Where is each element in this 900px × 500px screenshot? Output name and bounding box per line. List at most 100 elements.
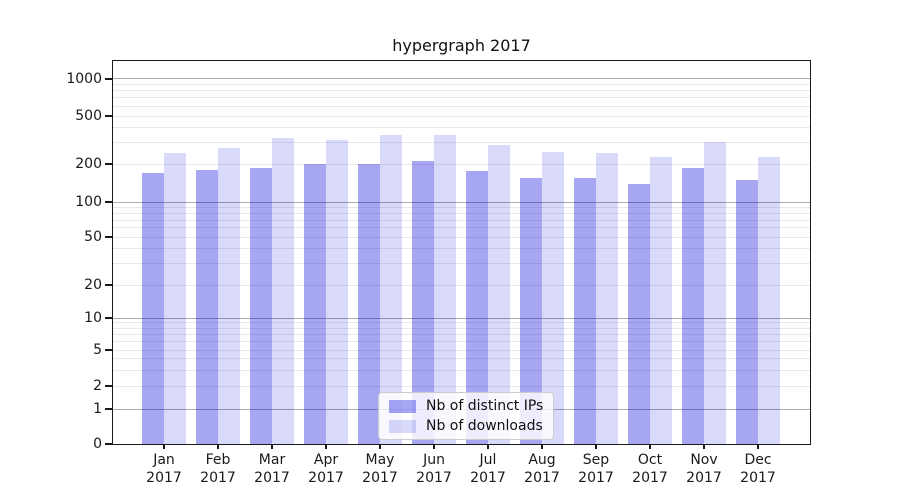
bar-feb-distinct-ips	[196, 169, 218, 444]
chart-title: hypergraph 2017	[392, 36, 531, 55]
y-tick-label: 2	[93, 378, 102, 394]
x-tick-month: Feb	[205, 452, 231, 468]
x-tick-year: 2017	[146, 470, 182, 486]
x-tick-year: 2017	[308, 470, 344, 486]
x-tick-year: 2017	[254, 470, 290, 486]
legend-label-distinct-ips: Nb of distinct IPs	[426, 398, 544, 414]
gridline-minor	[113, 333, 810, 335]
gridline-minor	[113, 322, 810, 324]
bar-apr-downloads	[326, 140, 348, 444]
bar-may-downloads	[380, 135, 402, 444]
legend-entry-downloads: Nb of downloads	[389, 418, 543, 434]
x-tick-month: Jan	[153, 452, 175, 468]
y-tick-label: 20	[84, 277, 102, 293]
x-tick-mark	[163, 444, 165, 449]
x-tick-label: Dec 2017	[728, 451, 788, 487]
bar-mar-downloads	[272, 137, 294, 444]
gridline-minor	[113, 248, 810, 250]
bar-jan-downloads	[164, 153, 186, 444]
x-tick-month: Oct	[637, 452, 663, 468]
legend-swatch-downloads-icon	[389, 419, 416, 433]
x-tick-label: Mar 2017	[242, 451, 302, 487]
y-tick-mark	[105, 349, 112, 351]
bar-sep-distinct-ips	[574, 177, 596, 444]
bar-dec-distinct-ips	[736, 179, 758, 444]
gridline-major	[113, 78, 810, 79]
x-tick-year: 2017	[470, 470, 506, 486]
x-tick-label: Jan 2017	[134, 451, 194, 487]
gridline-minor	[113, 236, 810, 238]
gridline-minor	[113, 284, 810, 286]
bar-oct-downloads	[650, 156, 672, 444]
x-tick-mark	[595, 444, 597, 449]
gridline-minor	[113, 219, 810, 221]
bar-apr-distinct-ips	[304, 164, 326, 444]
gridline-minor	[113, 142, 810, 144]
y-tick-mark	[105, 284, 112, 286]
x-tick-mark	[325, 444, 327, 449]
x-tick-mark	[757, 444, 759, 449]
x-tick-month: May	[365, 452, 395, 468]
gridline-minor	[113, 327, 810, 329]
y-tick-mark	[105, 236, 112, 238]
y-tick-label: 0	[93, 436, 102, 452]
bar-nov-distinct-ips	[682, 168, 704, 444]
gridline-major	[113, 201, 810, 203]
bar-mar-distinct-ips	[250, 168, 272, 444]
x-tick-label: Apr 2017	[296, 451, 356, 487]
x-tick-label: Jun 2017	[404, 451, 464, 487]
y-tick-mark	[105, 163, 112, 165]
x-tick-mark	[433, 444, 435, 449]
y-tick-mark	[105, 77, 112, 80]
x-tick-label: Sep 2017	[566, 451, 626, 487]
y-tick-label: 100	[75, 194, 102, 210]
gridline-minor	[113, 83, 810, 85]
plot-area	[113, 61, 810, 444]
x-tick-mark	[217, 444, 219, 449]
x-tick-year: 2017	[524, 470, 560, 486]
gridline-minor	[113, 90, 810, 92]
x-tick-mark	[271, 444, 273, 449]
x-tick-month: Apr	[313, 452, 339, 468]
y-tick-mark	[105, 201, 112, 203]
gridline-minor	[113, 369, 810, 371]
bar-jun-downloads	[434, 134, 456, 444]
x-tick-label: Oct 2017	[620, 451, 680, 487]
gridline-minor	[113, 206, 810, 208]
legend: Nb of distinct IPs Nb of downloads	[378, 392, 555, 440]
legend-swatch-distinct-ips-icon	[389, 399, 416, 413]
y-tick-label: 1	[93, 401, 102, 417]
x-tick-month: Jul	[479, 452, 497, 468]
bar-aug-downloads	[542, 152, 564, 444]
x-tick-mark	[541, 444, 543, 449]
gridline-minor	[113, 105, 810, 107]
x-tick-mark	[649, 444, 651, 449]
y-tick-mark	[105, 408, 112, 410]
x-tick-month: Sep	[582, 452, 610, 468]
x-tick-label: Jul 2017	[458, 451, 518, 487]
x-tick-month: Dec	[744, 452, 772, 468]
y-tick-mark	[105, 317, 112, 319]
y-tick-mark	[105, 115, 112, 117]
bar-jul-distinct-ips	[466, 171, 488, 444]
x-tick-mark	[703, 444, 705, 449]
x-tick-label: Aug 2017	[512, 451, 572, 487]
bar-feb-downloads	[218, 148, 240, 444]
bar-sep-downloads	[596, 153, 618, 444]
gridline-minor	[113, 212, 810, 214]
x-tick-year: 2017	[416, 470, 452, 486]
bar-may-distinct-ips	[358, 164, 380, 444]
bar-jun-distinct-ips	[412, 161, 434, 444]
x-tick-label: Nov 2017	[674, 451, 734, 487]
x-tick-year: 2017	[686, 470, 722, 486]
y-tick-label: 1000	[66, 70, 102, 87]
x-tick-label: Feb 2017	[188, 451, 248, 487]
bar-dec-downloads	[758, 157, 780, 444]
bar-jul-downloads	[488, 144, 510, 444]
bar-oct-distinct-ips	[628, 183, 650, 444]
gridline-minor	[113, 385, 810, 387]
gridline-minor	[113, 163, 810, 165]
gridline-minor	[113, 227, 810, 229]
gridline-minor	[113, 341, 810, 343]
